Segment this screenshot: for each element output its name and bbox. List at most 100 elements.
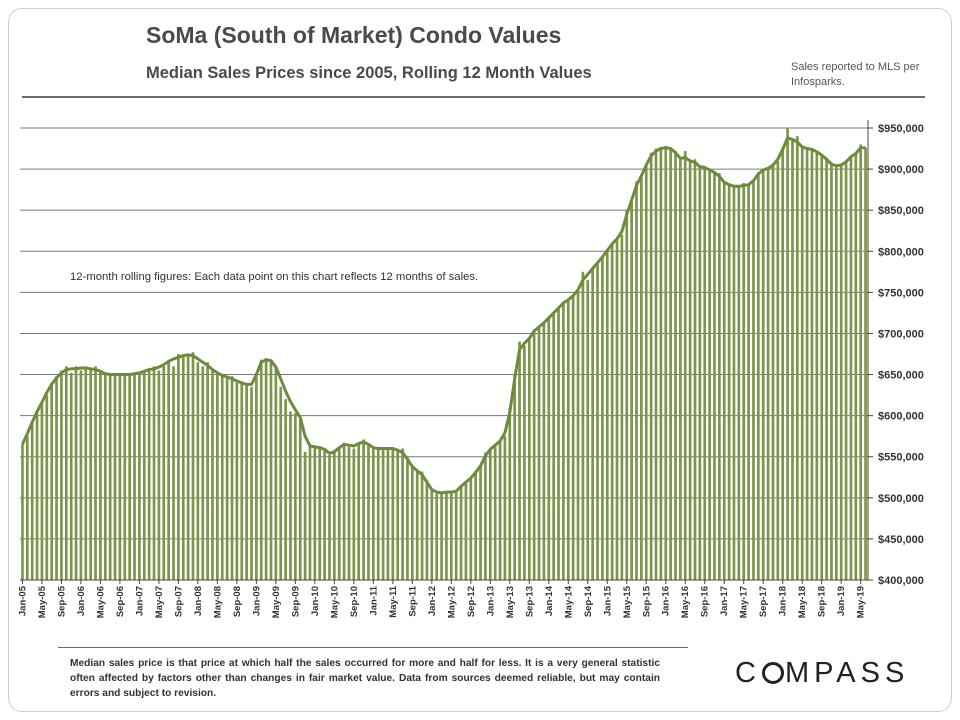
- y-tick-label: $650,000: [878, 370, 924, 382]
- price-bar: [844, 162, 848, 580]
- x-tick-label: May-08: [212, 586, 223, 618]
- price-bar: [527, 339, 531, 580]
- x-tick-label: Jan-14: [544, 585, 555, 616]
- price-bar: [386, 448, 390, 580]
- price-bar: [103, 374, 107, 580]
- price-bar: [410, 464, 414, 580]
- price-bar: [640, 177, 643, 580]
- price-bar: [766, 169, 770, 580]
- price-bar: [342, 442, 346, 580]
- price-bar: [830, 164, 833, 581]
- price-bar: [230, 376, 234, 580]
- price-bar: [825, 158, 828, 580]
- price-bar: [791, 140, 794, 580]
- price-bar: [371, 448, 375, 580]
- price-bar: [391, 448, 395, 580]
- x-tick-label: Jan-16: [661, 586, 672, 616]
- y-tick-label: $400,000: [878, 575, 924, 587]
- price-bar: [216, 373, 219, 580]
- price-bar: [459, 485, 463, 580]
- price-bar: [40, 404, 44, 580]
- price-bar: [142, 372, 146, 580]
- x-tick-label: May-18: [797, 586, 808, 618]
- price-bar: [25, 436, 29, 580]
- price-bar: [722, 183, 726, 580]
- y-tick-label: $850,000: [878, 205, 924, 217]
- price-bar: [89, 368, 93, 580]
- price-bar: [133, 374, 136, 580]
- x-axis: Jan-05 May-05 Sep-05 Jan-06 May-06 Sep-06 Jan-…: [17, 579, 868, 618]
- gridlines: [20, 127, 868, 540]
- price-bar: [84, 366, 88, 580]
- price-bar: [279, 386, 283, 580]
- price-bar: [815, 151, 819, 580]
- price-bar: [269, 359, 273, 580]
- price-bar: [425, 479, 429, 580]
- price-bar: [449, 492, 453, 580]
- price-bar: [333, 452, 336, 580]
- price-bar: [420, 471, 424, 580]
- price-bar: [532, 329, 536, 580]
- x-tick-label: May-15: [622, 585, 633, 618]
- price-bar: [610, 243, 614, 581]
- price-bar: [776, 160, 780, 580]
- y-tick-label: $750,000: [878, 287, 924, 299]
- price-bar: [464, 481, 468, 580]
- price-bar: [60, 370, 63, 580]
- y-tick-label: $800,000: [878, 246, 924, 258]
- y-tick-label: $600,000: [878, 411, 924, 423]
- price-bar: [240, 381, 244, 580]
- price-bar: [488, 448, 492, 580]
- price-bar: [547, 318, 551, 580]
- x-tick-label: Jan-17: [719, 586, 730, 616]
- price-bar: [396, 450, 400, 580]
- price-bar: [571, 296, 575, 580]
- x-tick-label: Sep-07: [173, 586, 184, 617]
- x-tick-label: Jan-09: [251, 586, 262, 616]
- price-bar: [601, 257, 604, 580]
- price-bar: [337, 448, 341, 580]
- price-bar: [727, 183, 731, 580]
- price-bar: [157, 370, 161, 580]
- x-tick-label: Jan-08: [193, 586, 204, 616]
- x-tick-label: May-13: [505, 586, 516, 618]
- price-bar: [220, 374, 224, 580]
- x-tick-label: May-12: [446, 586, 457, 618]
- price-bar: [289, 411, 292, 580]
- price-bar: [537, 327, 541, 580]
- price-bar: [284, 399, 287, 580]
- price-bar: [698, 167, 702, 580]
- price-bar: [152, 366, 156, 580]
- price-bar: [196, 362, 200, 580]
- x-tick-label: Jan-15: [602, 585, 613, 616]
- price-bar: [518, 341, 521, 580]
- x-tick-label: Sep-08: [232, 586, 243, 617]
- price-bar: [401, 448, 404, 580]
- price-bar: [347, 446, 351, 580]
- price-bar: [839, 164, 843, 581]
- x-tick-label: Sep-12: [466, 586, 477, 617]
- price-bar: [761, 169, 765, 580]
- x-tick-label: May-06: [95, 586, 106, 618]
- price-bar: [235, 382, 239, 580]
- price-bar: [757, 172, 760, 580]
- price-bar: [138, 372, 141, 580]
- price-bar: [79, 370, 83, 580]
- source-note: Sales reported to MLS per Infosparks.: [791, 61, 920, 88]
- x-tick-label: May-10: [329, 586, 340, 618]
- price-bar: [781, 148, 785, 581]
- price-bar: [318, 446, 322, 580]
- price-bar: [513, 374, 517, 580]
- price-bar: [742, 183, 746, 580]
- y-tick-label: $550,000: [878, 452, 924, 464]
- price-bar: [484, 452, 487, 580]
- price-bar: [625, 210, 629, 580]
- price-bar: [298, 419, 302, 580]
- y-tick-label: $500,000: [878, 493, 924, 505]
- y-tick-label: $950,000: [878, 123, 924, 135]
- price-bar: [566, 300, 570, 580]
- price-bar: [737, 187, 741, 581]
- x-tick-label: Sep-06: [115, 586, 126, 617]
- compass-logo: C MPASS: [735, 657, 909, 690]
